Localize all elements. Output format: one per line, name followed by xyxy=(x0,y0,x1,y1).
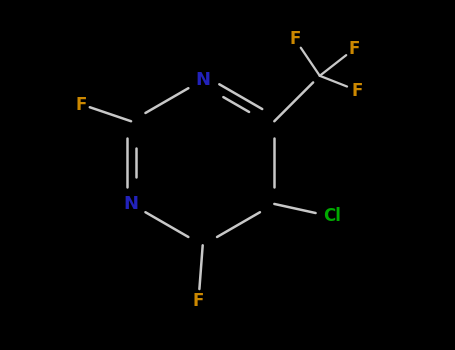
Text: Cl: Cl xyxy=(323,207,341,225)
Text: F: F xyxy=(76,96,87,114)
Text: F: F xyxy=(193,293,204,310)
Text: F: F xyxy=(289,30,301,48)
Text: N: N xyxy=(124,195,139,213)
Text: F: F xyxy=(349,40,360,58)
Text: F: F xyxy=(351,82,363,100)
Text: N: N xyxy=(195,71,210,89)
